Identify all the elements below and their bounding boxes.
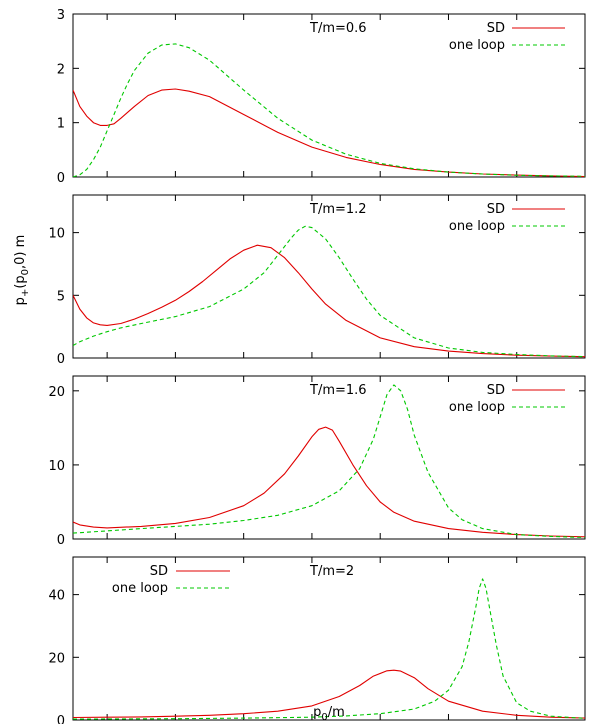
y-axis-label-plus: + xyxy=(20,289,31,297)
series-group xyxy=(73,384,585,539)
y-tick-label: 5 xyxy=(57,289,65,304)
legend-label: one loop xyxy=(112,581,168,596)
panel-1: 0 1 2 3 T/m=0.6 SD one loop xyxy=(57,8,586,186)
y-tick-label: 0 xyxy=(57,714,65,724)
legend: SD one loop xyxy=(449,202,565,234)
y-tick-label: 0 xyxy=(57,352,65,367)
legend-label: SD xyxy=(487,383,505,398)
plot-frame xyxy=(72,194,586,359)
y-tick-label: 2 xyxy=(57,62,65,77)
panel-2: 0 5 10 T/m=1.2 SD one loop xyxy=(48,194,586,367)
legend-label: one loop xyxy=(449,219,505,234)
panel-title: T/m=1.6 xyxy=(309,383,367,398)
legend-label: SD xyxy=(487,21,505,36)
legend-label: one loop xyxy=(449,38,505,53)
y-tick-label: 40 xyxy=(48,589,65,604)
y-tick-label: 0 xyxy=(57,171,65,186)
panel-title: T/m=2 xyxy=(309,564,354,579)
y-tick-label: 10 xyxy=(48,459,65,474)
legend: SD one loop xyxy=(449,383,565,415)
legend: SD one loop xyxy=(449,21,565,53)
panel-title: T/m=1.2 xyxy=(309,202,367,217)
y-tick-label: 1 xyxy=(57,117,65,132)
series-line-sd xyxy=(73,244,585,358)
plot-frame xyxy=(72,556,586,721)
x-axis-label-rest: /m xyxy=(328,705,345,720)
x-axis-label: p0/m xyxy=(313,705,345,723)
plot-frame xyxy=(72,13,586,178)
legend: SD one loop xyxy=(112,564,230,596)
panel-3: 0 10 20 T/m=1.6 SD one loop xyxy=(48,375,586,548)
y-axis-label-p: p xyxy=(13,297,28,305)
chart-panels: 0 1 2 3 T/m=0.6 SD one loop 0 5 10 T/m=1.2 SD one lo… xyxy=(48,8,586,724)
x-axis-label-p: p xyxy=(313,705,321,720)
series-line-sd xyxy=(73,426,585,538)
series-group xyxy=(73,578,585,720)
y-tick-label: 0 xyxy=(57,533,65,548)
legend-label: one loop xyxy=(449,400,505,415)
y-tick-label: 3 xyxy=(57,8,65,23)
series-line-sd xyxy=(73,88,585,177)
y-tick-label: 20 xyxy=(48,651,65,666)
y-tick-label: 20 xyxy=(48,385,65,400)
plot-frame xyxy=(72,375,586,540)
series-line-one-loop xyxy=(73,225,585,358)
series-line-one-loop xyxy=(73,578,585,720)
series-line-one-loop xyxy=(73,384,585,539)
panel-title: T/m=0.6 xyxy=(309,21,367,36)
y-axis-label-end: ,0) m xyxy=(13,235,28,269)
y-axis-label-rest: (p xyxy=(13,275,28,288)
panel-4: 0.10.20.30.40.50.60.70.802040T/m=2SDone … xyxy=(48,556,586,724)
legend-label: SD xyxy=(150,564,168,579)
series-line-one-loop xyxy=(73,43,585,177)
legend-label: SD xyxy=(487,202,505,217)
y-axis-label-zero: 0 xyxy=(20,269,31,275)
y-axis-label: p+(p0,0) m xyxy=(13,235,31,306)
series-line-sd xyxy=(73,669,585,719)
series-group xyxy=(73,225,585,358)
series-group xyxy=(73,43,585,177)
y-tick-label: 10 xyxy=(48,227,65,242)
x-axis-label-zero: 0 xyxy=(321,712,327,723)
